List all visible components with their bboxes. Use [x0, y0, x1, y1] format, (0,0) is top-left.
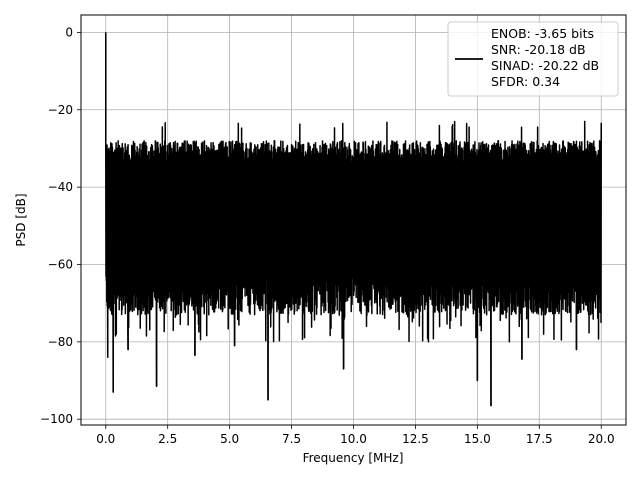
- x-tick-label: 12.5: [402, 432, 429, 446]
- x-tick-label: 0.0: [96, 432, 115, 446]
- x-tick-label: 7.5: [282, 432, 301, 446]
- y-axis-label: PSD [dB]: [14, 193, 28, 246]
- legend-entry-enob: ENOB: -3.65 bits: [491, 26, 594, 41]
- legend: ENOB: -3.65 bits SNR: -20.18 dB SINAD: -…: [447, 21, 619, 97]
- y-tick-label: −60: [48, 257, 73, 271]
- x-axis-ticks: 0.0 2.5 5.0 7.5 10.0 12.5 15.0 17.5 20.0: [96, 425, 615, 446]
- x-tick-label: 2.5: [158, 432, 177, 446]
- y-tick-label: −20: [48, 103, 73, 117]
- x-tick-label: 20.0: [588, 432, 615, 446]
- legend-entry-sfdr: SFDR: 0.34: [491, 74, 560, 89]
- y-axis-ticks: 0 −20 −40 −60 −80 −100: [40, 25, 81, 426]
- plot-area: [105, 32, 602, 407]
- psd-trace: [105, 32, 602, 407]
- x-tick-label: 10.0: [340, 432, 367, 446]
- x-tick-label: 15.0: [464, 432, 491, 446]
- legend-frame: [447, 21, 619, 97]
- x-tick-label: 17.5: [526, 432, 553, 446]
- legend-entry-sinad: SINAD: -20.22 dB: [491, 58, 599, 73]
- y-tick-label: −40: [48, 180, 73, 194]
- x-tick-label: 5.0: [220, 432, 239, 446]
- y-tick-label: −80: [48, 335, 73, 349]
- y-tick-label: −100: [40, 412, 73, 426]
- x-axis-label: Frequency [MHz]: [303, 451, 404, 465]
- legend-entry-snr: SNR: -20.18 dB: [491, 42, 586, 57]
- series-psd: [105, 32, 602, 407]
- y-tick-label: 0: [65, 25, 73, 39]
